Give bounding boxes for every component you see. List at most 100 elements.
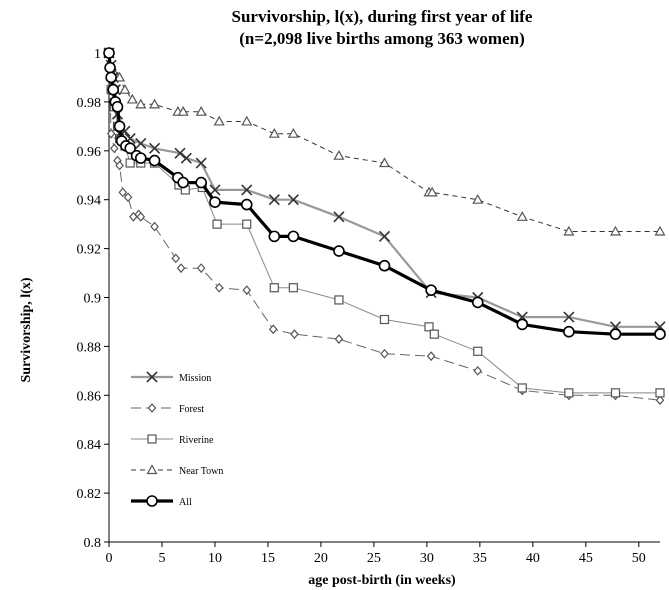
point-riverine (212, 219, 222, 229)
point-riverine (424, 322, 434, 332)
series-forest (104, 48, 665, 406)
legend: Mission Forest Riverine Near Town All (131, 371, 223, 508)
point-forest (123, 192, 133, 203)
y-tick-label: 0.9 (84, 292, 102, 307)
x-tick-label: 35 (473, 551, 487, 566)
point-near-town (609, 225, 622, 236)
point-all (148, 154, 161, 167)
legend-item-mission: Mission (131, 371, 211, 384)
line-all (107, 52, 660, 336)
point-near-town (177, 105, 189, 116)
point-forest (655, 395, 665, 406)
series-near-town (103, 47, 666, 236)
point-all (134, 152, 147, 164)
series-riverine (104, 48, 665, 398)
point-mission (209, 184, 221, 196)
point-all (195, 176, 207, 189)
series-all (103, 47, 666, 340)
legend-label-mission: Mission (179, 373, 211, 384)
point-forest (176, 263, 186, 274)
axes: 0.80.820.840.860.880.90.920.940.960.9810… (77, 47, 660, 566)
point-near-town (378, 157, 391, 168)
legend-marker-mission (146, 371, 158, 383)
point-all (654, 328, 666, 340)
point-all (287, 230, 300, 243)
point-riverine (655, 388, 665, 398)
point-all (378, 259, 391, 272)
point-riverine (379, 314, 390, 325)
point-mission (378, 230, 391, 242)
series-layer (103, 47, 666, 406)
point-forest (106, 128, 116, 139)
y-tick-label: 0.98 (77, 96, 102, 111)
legend-item-near-town: Near Town (131, 464, 223, 477)
point-forest (426, 351, 436, 362)
point-forest (334, 334, 344, 344)
point-riverine (125, 158, 135, 168)
point-mission (180, 152, 192, 164)
point-near-town (333, 149, 345, 160)
legend-marker-riverine (147, 434, 157, 444)
point-all (124, 142, 136, 155)
x-tick-label: 45 (579, 551, 593, 566)
point-all (425, 284, 437, 296)
legend-label-riverine: Riverine (179, 435, 214, 446)
y-tick-label: 0.96 (77, 145, 102, 160)
y-tick-label: 0.86 (77, 389, 102, 404)
point-forest (473, 365, 483, 376)
point-forest (118, 187, 128, 198)
legend-marker-forest (147, 403, 157, 413)
point-riverine (610, 388, 621, 398)
x-tick-label: 10 (208, 551, 222, 566)
x-tick-label: 20 (314, 551, 328, 566)
point-riverine (473, 346, 483, 356)
point-forest (242, 285, 252, 296)
point-forest (290, 329, 299, 340)
point-near-town (426, 186, 438, 197)
point-near-town (268, 127, 280, 138)
point-near-town (135, 98, 147, 109)
point-riverine (429, 329, 439, 339)
point-near-town (213, 115, 225, 126)
point-mission (268, 194, 280, 206)
point-all (471, 296, 484, 309)
point-all (333, 245, 345, 257)
y-tick-label: 0.84 (77, 438, 102, 453)
point-near-town (516, 211, 528, 221)
point-all (107, 83, 120, 96)
point-near-town (654, 225, 666, 236)
point-near-town (241, 115, 253, 126)
legend-label-all: All (179, 497, 192, 508)
point-all (563, 325, 575, 338)
point-all (111, 100, 124, 113)
point-all (177, 176, 189, 189)
point-near-town (563, 225, 575, 236)
point-all (209, 196, 221, 208)
point-all (113, 120, 126, 133)
point-near-town (195, 105, 207, 116)
legend-marker-near-town (146, 464, 158, 475)
point-near-town (126, 93, 138, 104)
point-forest (150, 221, 159, 232)
chart-subtitle: (n=2,098 live births among 363 women) (239, 29, 524, 48)
legend-marker-all (146, 495, 158, 507)
point-forest (214, 282, 224, 293)
y-tick-label: 1 (94, 47, 101, 62)
point-forest (268, 324, 278, 335)
point-near-town (472, 193, 484, 204)
line-mission (107, 52, 660, 328)
point-mission (241, 184, 253, 196)
line-near-town (108, 52, 660, 232)
x-tick-label: 0 (106, 551, 113, 566)
point-all (104, 61, 116, 74)
legend-label-near-town: Near Town (179, 466, 223, 477)
point-mission (148, 142, 161, 154)
x-tick-label: 15 (261, 551, 275, 566)
point-all (103, 47, 115, 59)
chart-title: Survivorship, l(x), during first year of… (232, 7, 533, 26)
point-near-town (114, 71, 126, 82)
point-mission (195, 157, 207, 169)
y-tick-label: 0.94 (77, 194, 102, 209)
point-forest (196, 263, 206, 274)
